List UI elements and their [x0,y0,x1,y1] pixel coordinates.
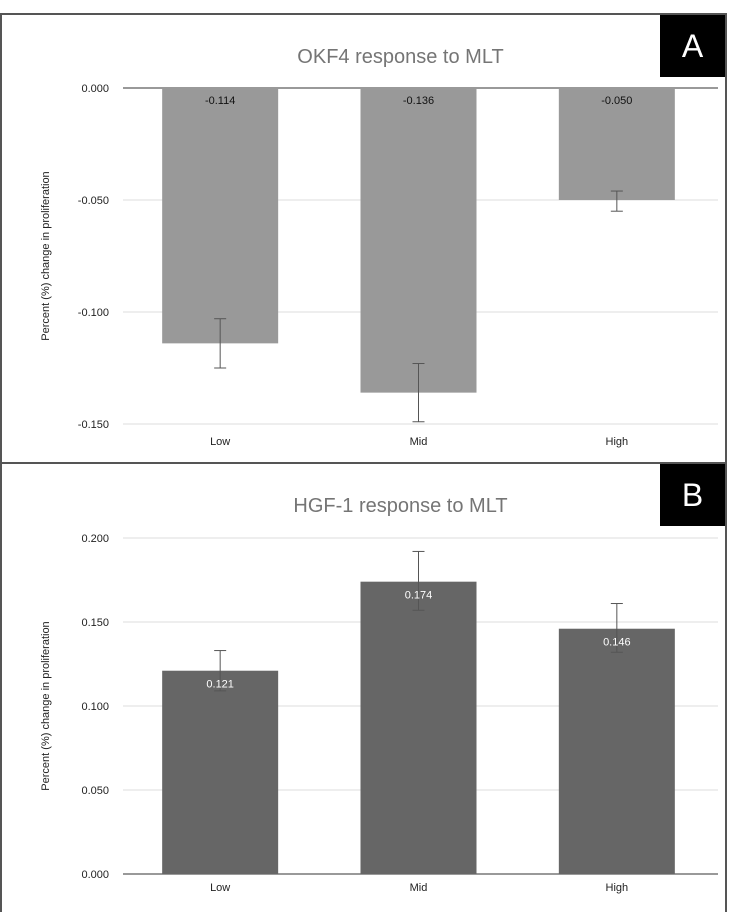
panel-badge-b: B [660,464,725,526]
y-tick-label: 0.000 [81,869,109,881]
data-label-low: 0.121 [206,679,234,691]
y-tick-label: -0.150 [78,419,109,431]
y-tick-label: -0.050 [78,195,109,207]
x-tick-label-high: High [606,882,629,894]
bar-high [558,88,675,200]
error-bar-mid [412,363,425,423]
y-tick-label: 0.200 [81,533,109,545]
bar-high [558,628,675,874]
bar-mid [360,88,477,393]
error-bar-low [214,650,227,692]
y-tick-label: 0.150 [81,617,109,629]
data-label-mid: 0.174 [405,590,433,602]
y-axis-label: Percent (%) change in proliferation [40,171,52,340]
error-bar-mid [412,550,425,611]
bar-low [162,670,279,874]
data-label-low: -0.114 [205,95,235,107]
chart-title: OKF4 response to MLT [297,46,503,68]
data-label-mid: -0.136 [403,95,434,107]
panel-badge-a: A [660,15,725,77]
y-tick-label: 0.050 [81,785,109,797]
x-tick-label-low: Low [210,436,230,448]
error-bar-high [610,190,623,212]
bar-low [162,88,279,344]
panel-a: OKF4 response to MLT 0.000 -0.050 -0.100 -0.… [0,13,727,464]
y-tick-label: 0.100 [81,701,109,713]
chart-a: OKF4 response to MLT 0.000 -0.050 -0.100 -0.… [40,46,718,448]
chart-title: HGF-1 response to MLT [293,495,507,517]
data-label-high: -0.050 [601,95,632,107]
y-axis-label: Percent (%) change in proliferation [40,621,52,790]
x-tick-label-low: Low [210,882,230,894]
data-label-high: 0.146 [603,637,631,649]
error-bar-low [214,318,227,369]
y-tick-label: 0.000 [81,83,109,95]
bar-mid [360,581,477,874]
x-tick-label-mid: Mid [410,882,428,894]
error-bar-high [610,603,623,653]
x-tick-label-high: High [606,436,629,448]
panel-b: HGF-1 response to MLT 0.200 0.150 0.100 0.05… [0,462,727,912]
chart-b: HGF-1 response to MLT 0.200 0.150 0.100 0.05… [40,495,718,894]
y-tick-label: -0.100 [78,307,109,319]
x-tick-label-mid: Mid [410,436,428,448]
